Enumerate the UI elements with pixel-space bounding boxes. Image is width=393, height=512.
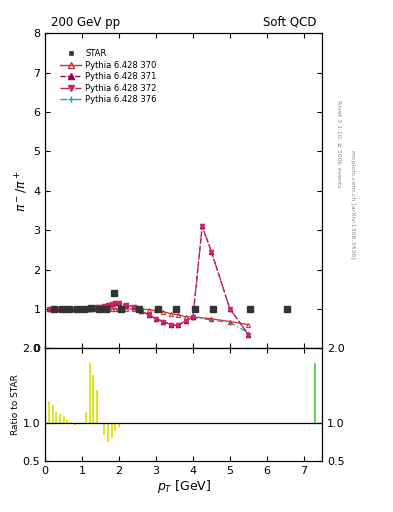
Text: Soft QCD: Soft QCD [263, 15, 317, 29]
Y-axis label: $\pi^- / \pi^+$: $\pi^- / \pi^+$ [14, 170, 30, 211]
X-axis label: $p_T$ [GeV]: $p_T$ [GeV] [156, 478, 211, 496]
Y-axis label: Ratio to STAR: Ratio to STAR [11, 374, 20, 435]
Legend: STAR, Pythia 6.428 370, Pythia 6.428 371, Pythia 6.428 372, Pythia 6.428 376: STAR, Pythia 6.428 370, Pythia 6.428 371… [58, 47, 159, 107]
Text: Rivet 3.1.10, ≥ 100k events: Rivet 3.1.10, ≥ 100k events [336, 99, 341, 187]
Text: mcplots.cern.ch [arXiv:1306.3436]: mcplots.cern.ch [arXiv:1306.3436] [350, 151, 355, 259]
Text: 200 GeV pp: 200 GeV pp [51, 15, 120, 29]
